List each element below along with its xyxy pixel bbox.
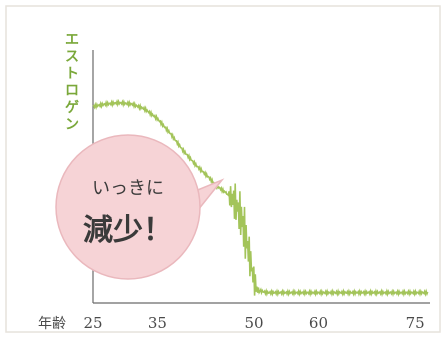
annotation-line1: いっきに — [92, 178, 164, 199]
x-tick-label: 35 — [148, 314, 167, 332]
y-axis-label-char: ス — [65, 49, 79, 65]
y-axis-label-char: エ — [65, 32, 79, 48]
y-axis-label-char: ン — [65, 117, 79, 133]
y-axis-label-char: ト — [65, 66, 79, 82]
x-tick-label: 60 — [309, 314, 328, 332]
annotation-bubble: いっきに 減少！ — [55, 134, 225, 280]
y-axis-label-char: ゲ — [65, 99, 79, 116]
annotation-bubble-circle — [55, 134, 201, 280]
x-tick-label: 50 — [245, 314, 264, 332]
x-tick-label: 25 — [83, 314, 102, 332]
x-tick-label: 75 — [406, 314, 425, 332]
x-axis-ticks: 25 35 50 60 75 — [83, 314, 424, 332]
y-axis-label-char: ロ — [65, 83, 79, 99]
x-axis-label: 年齢 — [38, 316, 66, 332]
estrogen-series-line — [92, 98, 429, 298]
annotation-line2: 減少！ — [83, 213, 173, 248]
